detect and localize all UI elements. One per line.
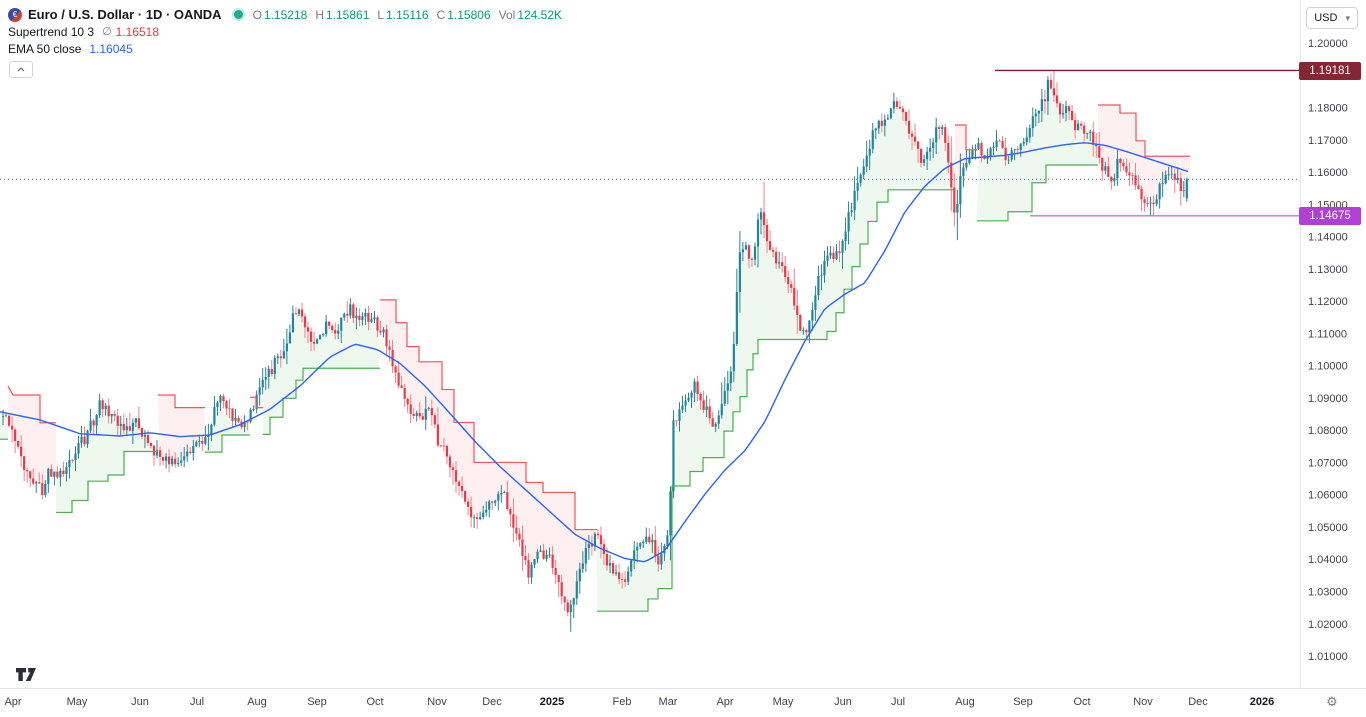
market-status-icon: [233, 10, 243, 19]
tradingview-logo: [16, 668, 36, 681]
chevron-up-icon: [17, 67, 25, 72]
low-value: 1.15116: [386, 7, 429, 22]
supertrend-indicator-value: 1.16518: [115, 24, 160, 39]
low-label: L: [377, 7, 385, 22]
ema-indicator-value: 1.16045: [89, 41, 133, 56]
symbol-title[interactable]: Euro / U.S. Dollar · 1D · OANDA: [28, 7, 222, 22]
high-label: H: [315, 7, 324, 22]
symbol-logo-icon: €: [8, 7, 22, 22]
symbol-row[interactable]: € Euro / U.S. Dollar · 1D · OANDA O 1.15…: [8, 6, 562, 23]
volume-value: 124.52K: [517, 7, 563, 22]
chevron-down-icon: ▾: [1345, 12, 1350, 23]
indicator-row-supertrend[interactable]: Supertrend 10 3 ∅ 1.16518: [8, 23, 562, 40]
supertrend-indicator-label: Supertrend 10 3: [8, 24, 95, 39]
open-value: 1.15218: [263, 7, 308, 22]
resistance-price-badge[interactable]: 1.19181: [1299, 62, 1361, 80]
legend-collapse-button[interactable]: [9, 61, 33, 78]
close-label: C: [436, 7, 446, 22]
empty-set-icon: ∅: [102, 26, 112, 38]
indicator-row-ema[interactable]: EMA 50 close 1.16045: [8, 40, 562, 57]
close-value: 1.15806: [447, 7, 491, 22]
axis-settings-gear-icon[interactable]: ⚙: [1326, 694, 1338, 709]
high-value: 1.15861: [325, 7, 370, 22]
open-label: O: [252, 7, 262, 22]
ema-indicator-label: EMA 50 close: [8, 41, 82, 56]
ohlc-values: O 1.15218 H 1.15861 L 1.15116 C 1.15806 …: [253, 8, 562, 22]
volume-label: Vol: [498, 7, 516, 22]
chart-legend: € Euro / U.S. Dollar · 1D · OANDA O 1.15…: [8, 6, 562, 57]
support-price-badge[interactable]: 1.14675: [1299, 207, 1361, 225]
currency-dropdown-value: USD: [1314, 12, 1338, 24]
currency-dropdown[interactable]: USD ▾: [1306, 7, 1358, 29]
